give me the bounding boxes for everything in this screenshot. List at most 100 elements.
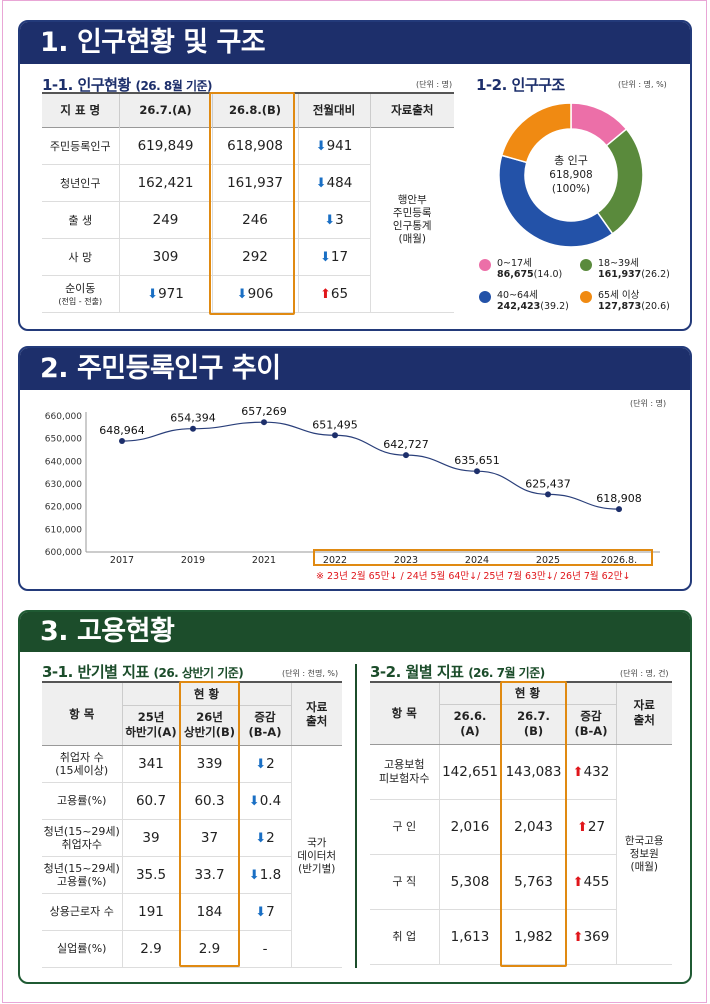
arrow-down-icon: ⬇ <box>319 249 331 265</box>
monthly-unit: (단위 : 명, 건) <box>620 669 669 678</box>
row-label: 고용률(%) <box>57 794 107 807</box>
cell-jul: 619,849 <box>118 127 212 164</box>
half-year-indicators-title: 3-1. 반기별 지표 (26. 상반기 기준) <box>42 663 244 681</box>
arrow-up-icon: ⬆ <box>319 286 331 302</box>
cell-change: ⬆27 <box>565 799 616 854</box>
y-tick-label: 630,000 <box>45 480 82 490</box>
y-tick-label: 660,000 <box>45 412 82 422</box>
row-label: 순이동 (전입 - 전출) <box>58 282 103 306</box>
donut-center-value: 618,908 <box>549 169 592 181</box>
table-row: 사 망 309 292 ⬇17 <box>42 238 454 275</box>
cell-jul: 309 <box>118 238 212 275</box>
cell-jul: 249 <box>118 201 212 238</box>
cell-aug: 618,908 <box>211 127 298 164</box>
arrow-down-icon: ⬇ <box>324 212 336 228</box>
data-label: 635,651 <box>454 454 500 467</box>
cell-change: - <box>238 930 291 967</box>
monthly-col-a: 26.6. (A) <box>438 704 501 745</box>
legend-item: 40~64세 242,423(39.2) <box>497 290 569 312</box>
half-col-item: 항 목 <box>42 682 122 746</box>
data-point <box>261 419 267 426</box>
data-point <box>616 506 622 513</box>
arrow-down-icon: ⬇ <box>248 793 260 809</box>
cell-prev-half: 60.7 <box>121 782 180 819</box>
data-source: 행안부 주민등록 인구통계 (매월) <box>369 127 454 312</box>
cell-curr-half: 60.3 <box>179 782 239 819</box>
legend-item: 0~17세 86,675(14.0) <box>497 258 563 280</box>
section3-header: 3. 고용현황 <box>20 612 690 652</box>
cell-july: 143,083 <box>500 744 566 799</box>
data-label: 648,964 <box>99 424 145 437</box>
arrow-down-icon: ⬇ <box>248 867 260 883</box>
population-donut-chart: 총 인구 618,908 (100%) <box>498 102 644 248</box>
col-header-monthly-change: 전월대비 <box>297 93 370 127</box>
cell-change: ⬆65 <box>297 275 370 312</box>
legend-item: 65세 이상 127,873(20.6) <box>598 290 670 312</box>
cell-prev-half: 191 <box>121 893 180 930</box>
x-tick-label: 2025 <box>536 555 560 566</box>
row-label: 구 직 <box>392 874 417 888</box>
row-label: 주민등록인구 <box>49 139 111 153</box>
row-label: 사 망 <box>68 250 93 264</box>
cell-curr-half: 184 <box>179 893 239 930</box>
cell-prev-half: 2.9 <box>121 930 180 967</box>
donut-center-pct: (100%) <box>552 183 590 195</box>
cell-aug: ⬇906 <box>211 275 298 312</box>
trend-note: ※ 23년 2월 65만↓ / 24년 5월 64만↓/ 25년 7월 63만↓… <box>316 571 631 582</box>
row-label: 청년(15~29세) 취업자수 <box>43 824 120 851</box>
monthly-col-source: 자료 출처 <box>615 682 672 745</box>
section-population-trend: 2. 주민등록인구 추이 (단위 : 명) 600,000 610,000 620,… <box>18 346 692 591</box>
x-tick-label: 2017 <box>110 555 134 566</box>
arrow-down-icon: ⬇ <box>147 286 159 302</box>
half-year-header-row2: 25년 하반기(A) 26년 상반기(B) 증감 (B-A) <box>42 705 342 746</box>
data-point <box>474 468 480 475</box>
y-tick-label: 620,000 <box>45 503 82 513</box>
row-label: 취업자 수 (15세이상) <box>55 750 109 777</box>
cell-change: ⬆369 <box>565 909 616 964</box>
legend-swatch <box>580 291 592 303</box>
data-point <box>190 425 196 432</box>
data-label: 651,495 <box>312 418 358 431</box>
col-header-source: 자료출처 <box>369 93 454 127</box>
cell-july: 1,982 <box>500 909 566 964</box>
arrow-down-icon: ⬇ <box>255 904 267 920</box>
table-row: 취업자 수 (15세이상) 341 339 ⬇2 국가 데이터처 (반기별) <box>42 745 342 967</box>
monthly-col-status: 현 황 <box>438 682 616 705</box>
population-trend-chart: 600,000 610,000 620,000 630,000 640,000 650,0… <box>45 405 660 566</box>
table-row: 구 직 5,308 5,763 ⬆455 <box>370 854 672 909</box>
data-label: 657,269 <box>241 405 287 418</box>
cell-curr-half: 2.9 <box>179 930 239 967</box>
row-label: 출 생 <box>68 213 93 227</box>
arrow-down-icon: ⬇ <box>315 138 327 154</box>
y-tick-label: 650,000 <box>45 435 82 445</box>
monthly-indicators-title: 3-2. 월별 지표 (26. 7월 기준) <box>370 663 545 681</box>
arrow-up-icon: ⬆ <box>572 764 584 780</box>
row-label: 실업률(%) <box>57 942 107 955</box>
section2-header: 2. 주민등록인구 추이 <box>20 348 690 390</box>
legend-item: 18~39세 161,937(26.2) <box>598 258 670 280</box>
legend-swatch <box>479 291 491 303</box>
x-tick-label: 2026.8. <box>601 555 637 566</box>
section-population-status: 1. 인구현황 및 구조 1-1. 인구현황 (26. 8월 기준) (단위 :… <box>18 20 692 331</box>
donut-slice <box>500 102 572 164</box>
cell-change: ⬇17 <box>297 238 370 275</box>
data-point <box>119 438 125 445</box>
donut-slice <box>498 154 614 248</box>
monthly-col-item: 항 목 <box>370 682 439 745</box>
arrow-up-icon: ⬆ <box>572 874 584 890</box>
monthly-col-diff: 증감 (B-A) <box>565 704 616 745</box>
col-header-jul: 26.7.(A) <box>118 93 212 127</box>
x-tick-label: 2021 <box>252 555 276 566</box>
table-row: 상용근로자 수 191 184 ⬇7 <box>42 893 342 930</box>
monthly-header-row1: 항 목 현 황 자료 출처 <box>370 682 672 745</box>
legend-swatch <box>479 259 491 271</box>
cell-curr-half: 339 <box>179 745 239 782</box>
cell-curr-half: 37 <box>179 819 239 856</box>
col-header-indicator: 지 표 명 <box>42 93 119 127</box>
data-point <box>403 452 409 459</box>
data-label: 618,908 <box>596 492 642 505</box>
arrow-down-icon: ⬇ <box>255 756 267 772</box>
row-label: 상용근로자 수 <box>49 905 114 918</box>
cell-jul: ⬇971 <box>118 275 212 312</box>
